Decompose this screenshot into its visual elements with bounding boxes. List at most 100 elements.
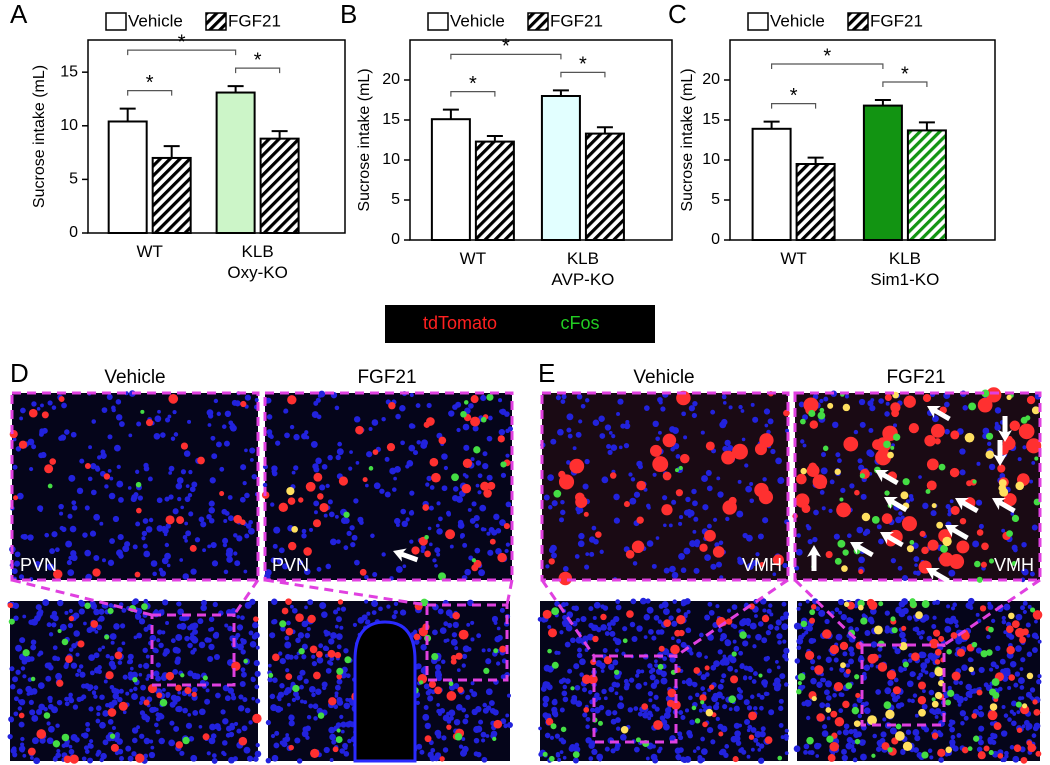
cell bbox=[487, 550, 493, 556]
cell bbox=[556, 753, 561, 758]
y-tick-label: 10 bbox=[382, 151, 400, 168]
cell bbox=[826, 657, 832, 663]
cell bbox=[42, 411, 49, 418]
cell bbox=[128, 434, 132, 438]
cell bbox=[435, 664, 441, 670]
cell bbox=[778, 706, 783, 711]
cell bbox=[36, 611, 43, 618]
cell bbox=[767, 668, 772, 673]
cell bbox=[271, 734, 275, 738]
cell bbox=[272, 755, 279, 762]
cell bbox=[1010, 421, 1020, 431]
x-tick-label: KLBAVP-KO bbox=[551, 249, 614, 289]
cell bbox=[1027, 396, 1035, 404]
cell bbox=[909, 423, 919, 433]
cell bbox=[561, 399, 566, 404]
cell bbox=[762, 517, 768, 523]
cell bbox=[662, 601, 669, 608]
cell bbox=[655, 459, 667, 471]
cell bbox=[293, 465, 298, 470]
cell bbox=[38, 452, 44, 458]
cell bbox=[713, 704, 719, 710]
cell bbox=[19, 699, 25, 705]
cell bbox=[336, 668, 343, 675]
cell bbox=[55, 547, 60, 552]
cell bbox=[715, 604, 719, 608]
cell bbox=[308, 704, 313, 709]
cell bbox=[595, 531, 602, 538]
cell bbox=[555, 733, 560, 738]
cell bbox=[301, 533, 306, 538]
cell bbox=[202, 548, 206, 552]
cell bbox=[181, 469, 186, 474]
cell bbox=[706, 441, 715, 450]
cell bbox=[422, 504, 429, 511]
cell bbox=[315, 458, 322, 465]
cell bbox=[836, 503, 851, 518]
cell bbox=[709, 684, 714, 689]
cell bbox=[577, 648, 582, 653]
cell bbox=[575, 685, 581, 691]
cell bbox=[185, 530, 191, 536]
cell bbox=[238, 705, 244, 711]
cell bbox=[962, 405, 968, 411]
cell bbox=[857, 458, 862, 463]
cell bbox=[447, 691, 457, 701]
cell bbox=[656, 629, 661, 634]
cell bbox=[493, 709, 499, 715]
cell bbox=[56, 657, 61, 662]
cell bbox=[282, 608, 289, 615]
cell bbox=[75, 653, 79, 657]
cell bbox=[998, 753, 1004, 759]
cell bbox=[884, 490, 889, 495]
cell bbox=[816, 713, 824, 721]
cell bbox=[988, 627, 994, 633]
cell bbox=[885, 610, 890, 615]
cell bbox=[1033, 726, 1039, 732]
cell bbox=[179, 751, 184, 756]
cell bbox=[91, 419, 96, 424]
cell bbox=[843, 404, 850, 411]
cell bbox=[104, 679, 108, 683]
cell bbox=[652, 564, 657, 569]
cell bbox=[217, 412, 221, 416]
cell bbox=[818, 610, 825, 617]
cell bbox=[455, 733, 463, 741]
cell bbox=[704, 614, 710, 620]
cell bbox=[611, 719, 617, 725]
cell bbox=[890, 446, 894, 450]
cell bbox=[725, 639, 732, 646]
cell bbox=[868, 451, 874, 457]
legend-swatch bbox=[848, 13, 868, 30]
cell bbox=[31, 677, 36, 682]
cell bbox=[695, 693, 700, 698]
cell bbox=[559, 630, 563, 634]
cell bbox=[366, 451, 372, 457]
cell bbox=[486, 734, 490, 738]
cell bbox=[36, 729, 46, 739]
cell bbox=[106, 654, 110, 658]
region-label: PVN bbox=[20, 555, 57, 575]
cell bbox=[701, 475, 708, 482]
cell bbox=[180, 623, 187, 630]
cell bbox=[140, 710, 145, 715]
cell bbox=[968, 657, 973, 662]
cell bbox=[109, 538, 115, 544]
cell bbox=[887, 747, 892, 752]
cell bbox=[482, 703, 487, 708]
cell bbox=[973, 736, 979, 742]
cell bbox=[337, 644, 342, 649]
cell bbox=[207, 545, 211, 549]
cell bbox=[324, 747, 330, 753]
cell bbox=[742, 438, 746, 442]
legend-label: Vehicle bbox=[128, 11, 183, 30]
cell bbox=[487, 482, 495, 490]
cell bbox=[431, 653, 438, 660]
cell bbox=[647, 607, 654, 614]
cell bbox=[882, 717, 886, 721]
cell bbox=[981, 650, 988, 657]
cell bbox=[92, 568, 100, 576]
cell bbox=[180, 673, 184, 677]
cell bbox=[661, 678, 668, 685]
cell bbox=[622, 626, 627, 631]
